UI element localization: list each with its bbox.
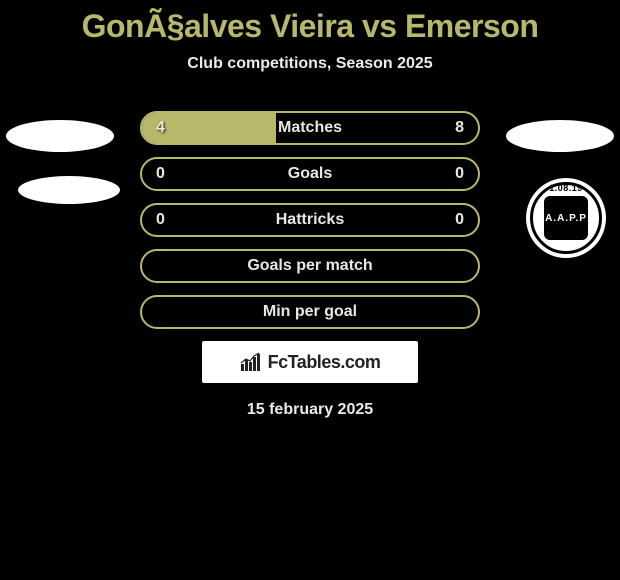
stat-label: Goals: [142, 165, 478, 183]
team-left-badge-2: [18, 176, 120, 204]
date-text: 15 february 2025: [0, 401, 620, 419]
stat-value-right: 0: [455, 211, 464, 229]
stat-row-goals: 0 Goals 0: [140, 157, 480, 191]
subtitle: Club competitions, Season 2025: [0, 55, 620, 73]
page-title: GonÃ§alves Vieira vs Emerson: [0, 0, 620, 45]
brand-box[interactable]: FcTables.com: [202, 341, 418, 383]
comparison-card: GonÃ§alves Vieira vs Emerson Club compet…: [0, 0, 620, 580]
stat-value-left: 0: [156, 165, 165, 183]
team-right-badge-1: [506, 120, 614, 152]
bar-chart-icon: [240, 352, 264, 372]
stat-row-gpm: Goals per match: [140, 249, 480, 283]
badge-ring: 1.08.19 A.A.P.P: [530, 182, 602, 254]
stat-row-hattricks: 0 Hattricks 0: [140, 203, 480, 237]
badge-center-text: A.A.P.P: [545, 213, 587, 224]
stat-row-mpg: Min per goal: [140, 295, 480, 329]
stat-value-left: 0: [156, 211, 165, 229]
stat-label: Hattricks: [142, 211, 478, 229]
stat-label: Goals per match: [142, 257, 478, 275]
stat-value-right: 0: [455, 165, 464, 183]
team-right-badge-2: 1.08.19 A.A.P.P: [526, 178, 606, 258]
badge-top-text: 1.08.19: [549, 183, 583, 193]
stat-row-matches: 4 Matches 8: [140, 111, 480, 145]
badge-center: A.A.P.P: [544, 196, 588, 240]
team-left-badge-1: [6, 120, 114, 152]
stat-value-right: 8: [455, 119, 464, 137]
brand-text: FcTables.com: [268, 352, 381, 373]
bar-left: [142, 113, 276, 143]
stat-label: Min per goal: [142, 303, 478, 321]
